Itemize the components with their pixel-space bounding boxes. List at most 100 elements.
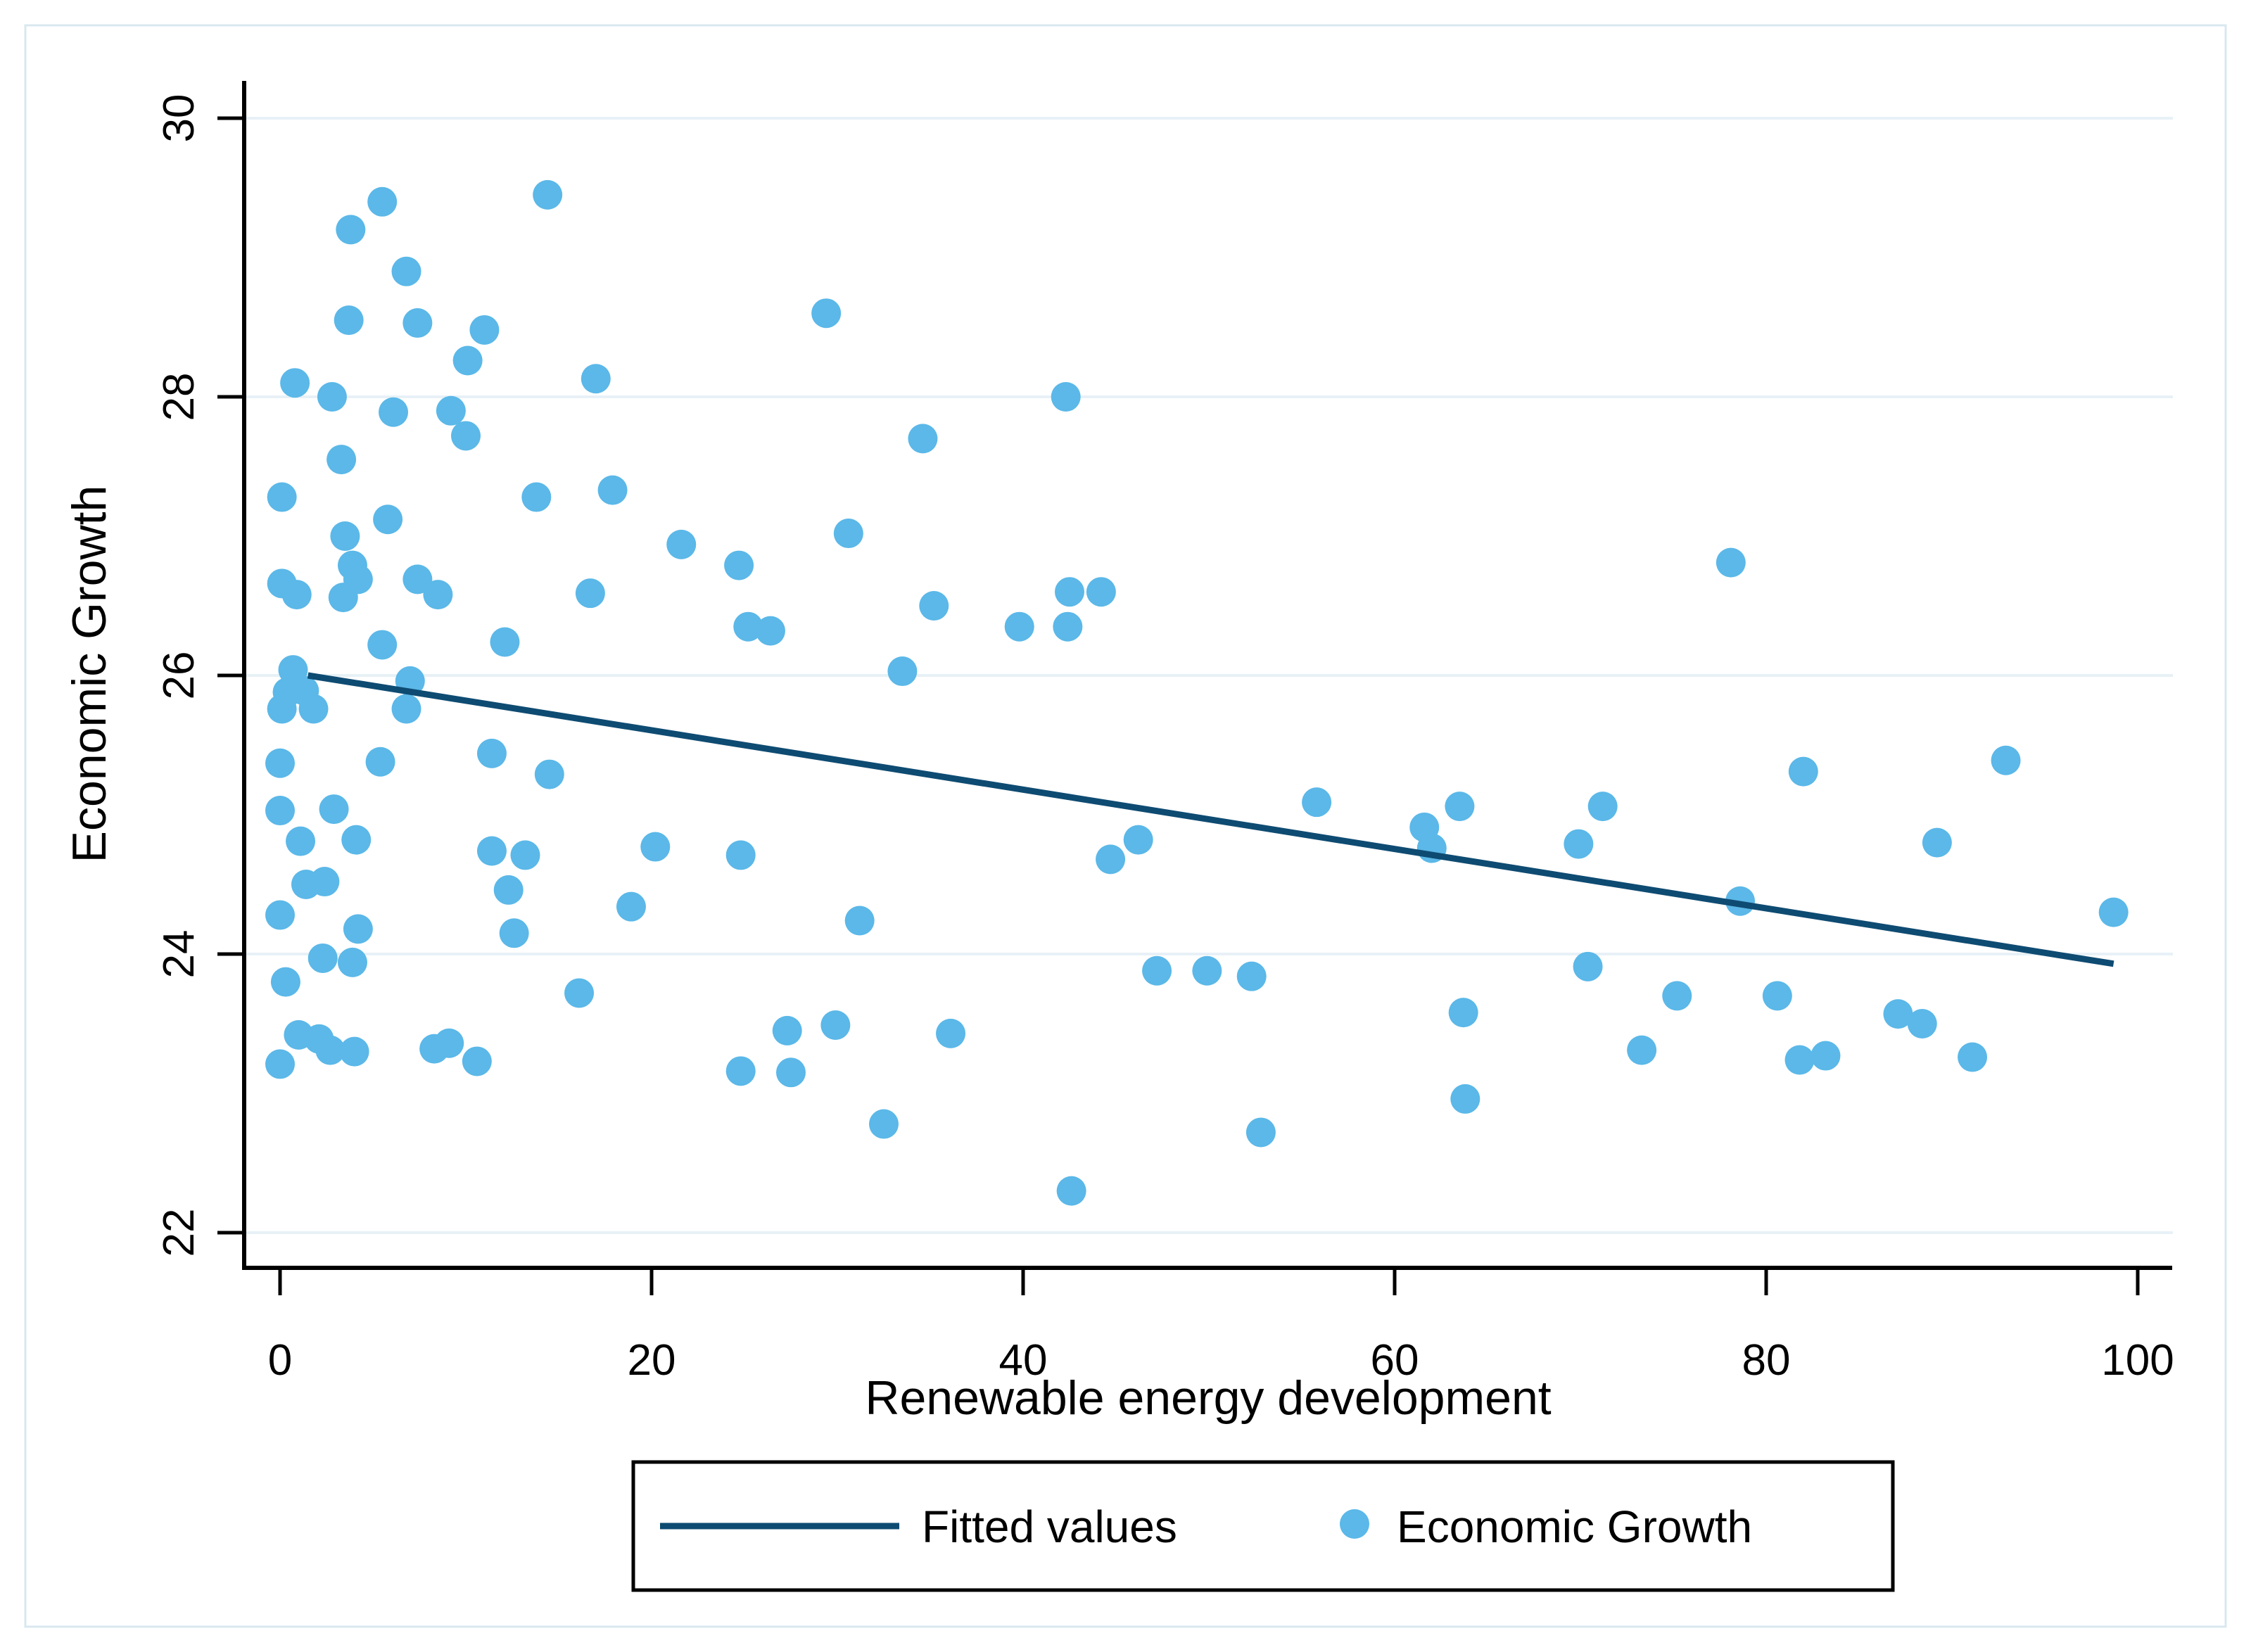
scatter-dot xyxy=(315,1035,345,1065)
scatter-dot xyxy=(1004,611,1034,642)
scatter-dot xyxy=(1564,829,1594,859)
x-tick-label: 100 xyxy=(2101,1336,2174,1385)
x-tick-label: 60 xyxy=(1371,1336,1419,1385)
scatter-dot xyxy=(267,694,297,724)
scatter-dot xyxy=(725,840,756,870)
scatter-dot xyxy=(1762,981,1792,1011)
scatter-dot xyxy=(1051,382,1081,412)
scatter-dot xyxy=(334,305,364,336)
scatter-dot xyxy=(265,900,295,930)
scatter-dot xyxy=(469,314,500,345)
scatter-dot xyxy=(423,580,453,610)
scatter-dot xyxy=(476,738,507,768)
scatter-dot xyxy=(1086,577,1116,607)
scatter-dot xyxy=(725,1056,756,1086)
scatter-dot xyxy=(1627,1035,1657,1065)
scatter-dot xyxy=(1811,1041,1841,1071)
scatter-dot xyxy=(391,256,421,286)
scatter-dot xyxy=(534,759,564,789)
scatter-dot xyxy=(1056,1176,1086,1206)
scatter-dot xyxy=(811,298,842,329)
scatter-dot xyxy=(379,397,409,427)
scatter-dot xyxy=(451,421,481,451)
scatter-dot xyxy=(597,475,628,505)
scatter-dot xyxy=(755,616,785,646)
scatter-dot xyxy=(575,578,605,609)
scatter-dot xyxy=(1123,825,1153,855)
scatter-dot xyxy=(499,918,529,948)
scatter-dot xyxy=(319,794,349,825)
scatter-dot xyxy=(391,694,421,724)
legend-label-fitted: Fitted values xyxy=(922,1501,1177,1552)
scatter-dot xyxy=(462,1046,492,1076)
scatter-dot xyxy=(1302,787,1332,818)
scatter-dot xyxy=(772,1015,802,1046)
scatter-dot xyxy=(310,867,340,897)
scatter-dot xyxy=(490,627,520,657)
scatter-dot xyxy=(1142,955,1172,986)
scatter-dot xyxy=(1788,756,1818,787)
scatter-dot xyxy=(298,694,329,724)
scatter-dot xyxy=(280,368,310,398)
scatter-dot xyxy=(1192,955,1222,986)
y-axis-title: Economic Growth xyxy=(63,485,116,863)
scatter-dot xyxy=(317,382,347,412)
scatter-dot xyxy=(820,1010,851,1040)
gridlines-layer xyxy=(246,117,2173,1234)
scatter-dot xyxy=(1958,1042,1988,1072)
scatter-dot xyxy=(1784,1045,1815,1075)
scatter-dot xyxy=(365,746,395,777)
scatter-dot xyxy=(887,656,918,687)
scatter-dot xyxy=(270,967,300,997)
scatter-dot xyxy=(436,395,466,426)
scatter-dot xyxy=(1883,999,1913,1029)
scatter-dot xyxy=(521,482,552,512)
scatter-dot xyxy=(1096,844,1126,875)
scatter-dot xyxy=(402,308,433,338)
scatter-dot xyxy=(452,345,483,376)
scatter-dot xyxy=(281,580,312,610)
scatter-dot xyxy=(564,978,595,1008)
scatter-dot xyxy=(733,611,763,642)
scatter-dot xyxy=(336,215,366,245)
scatter-dot xyxy=(1445,792,1475,822)
scatter-dot xyxy=(337,947,367,977)
x-axis-title: Renewable energy development xyxy=(865,1371,1551,1425)
y-tick-label: 24 xyxy=(155,930,203,979)
scatter-dot xyxy=(1448,998,1478,1028)
axes-layer: 30 28 26 24 22 0 20 40 60 80 100 xyxy=(155,81,2174,1385)
scatter-dot xyxy=(367,186,398,217)
scatter-dot xyxy=(1662,981,1692,1011)
scatter-dot xyxy=(476,836,507,866)
scatter-dot xyxy=(1450,1084,1480,1114)
scatter-dot xyxy=(1922,827,1952,858)
scatter-dot xyxy=(510,840,540,870)
scatter-dot xyxy=(616,891,646,922)
scatter-dot xyxy=(1587,792,1618,822)
scatter-dot xyxy=(341,825,372,855)
scatter-dot xyxy=(640,832,671,862)
scatter-dot xyxy=(908,424,938,454)
scatter-dot xyxy=(367,630,398,660)
scatter-dot xyxy=(330,521,360,551)
scatter-dot xyxy=(2098,897,2129,927)
legend-dot-sample xyxy=(1340,1509,1369,1539)
scatter-dot xyxy=(307,943,338,973)
scatter-dot xyxy=(724,550,754,580)
scatter-dot xyxy=(919,591,949,621)
scatter-dot xyxy=(776,1057,806,1088)
scatter-dot xyxy=(869,1109,899,1139)
scatter-dot xyxy=(265,748,295,778)
scatter-dot xyxy=(1245,1117,1276,1148)
scatter-dot xyxy=(328,583,358,613)
scatter-dot xyxy=(833,519,863,549)
y-tick-label: 22 xyxy=(155,1209,203,1257)
scatter-dot xyxy=(1907,1009,1937,1038)
scatter-dot xyxy=(1053,611,1083,642)
scatter-dot xyxy=(265,1049,295,1079)
scatter-dot xyxy=(493,875,524,905)
scatter-dot xyxy=(343,914,373,944)
scatter-dot xyxy=(844,906,875,936)
